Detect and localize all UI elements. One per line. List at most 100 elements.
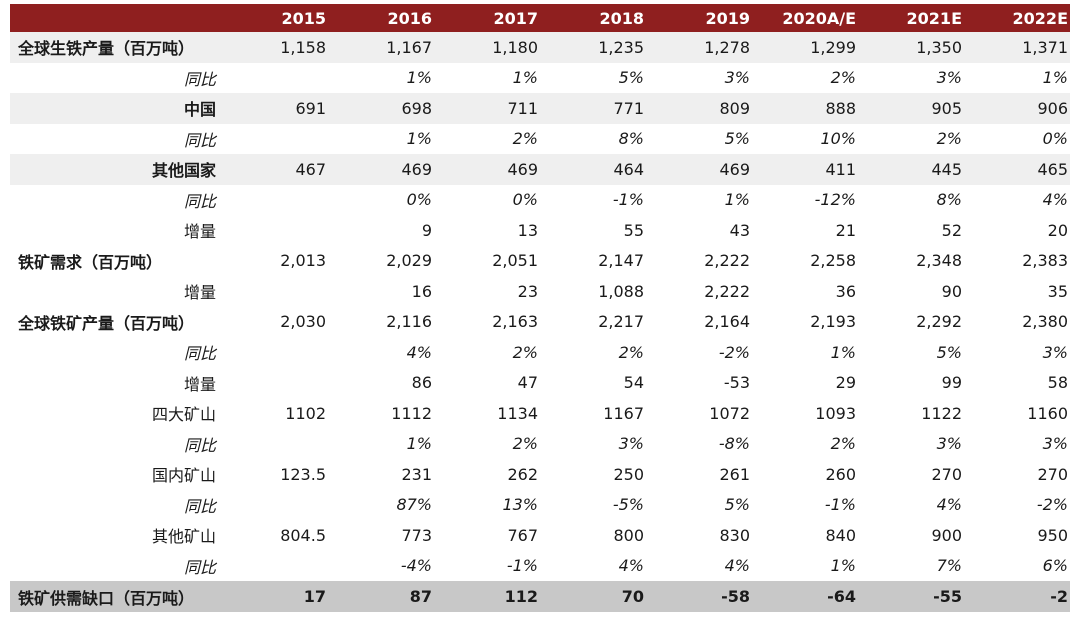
table-cell: 3%: [1042, 342, 1068, 362]
table-cell: 3%: [1042, 434, 1068, 454]
table-cell: 47: [517, 373, 538, 393]
iron-ore-supply-demand-table: 2015 2016 2017 2018 2019 2020A/E 2021E 2…: [10, 4, 1070, 612]
table-cell: 900: [931, 525, 962, 545]
header-year: 2018: [540, 4, 646, 32]
header-year: 2017: [434, 4, 540, 32]
row-label: 其他国家: [10, 154, 222, 185]
table-cell: 3%: [936, 434, 962, 454]
table-cell: 1%: [1042, 68, 1068, 88]
row-label: 同比: [183, 344, 216, 364]
table-cell: 1160: [1027, 403, 1068, 423]
table-cell: 123.5: [280, 464, 326, 484]
row-label: 全球铁矿产量（百万吨）: [18, 313, 195, 333]
table-cell: 52: [941, 220, 962, 240]
table-cell: 906: [964, 93, 1070, 124]
table-cell: 2,383: [1022, 251, 1068, 271]
table-cell: 2,217: [598, 312, 644, 332]
table-cell: 2%: [512, 434, 538, 454]
table-cell: 809: [646, 93, 752, 124]
table-cell: -1%: [612, 190, 644, 210]
table-cell: 469: [328, 154, 434, 185]
table-cell: 2,258: [810, 251, 856, 271]
table-cell: 5%: [724, 495, 750, 515]
table-cell: [222, 368, 328, 399]
table-row: 同比 0% 0% -1% 1% -12% 8% 4%: [10, 185, 1070, 216]
table-cell: 1%: [830, 556, 856, 576]
table-cell: 467: [222, 154, 328, 185]
table-cell: 87%: [396, 495, 432, 515]
table-cell: 2%: [936, 129, 962, 149]
table-cell: 36: [835, 281, 856, 301]
table-cell: 1,167: [328, 32, 434, 63]
table-cell: 1112: [391, 403, 432, 423]
table-cell: 5%: [618, 68, 644, 88]
table-cell: 1%: [724, 190, 750, 210]
table-cell: 1,158: [222, 32, 328, 63]
table-row: 全球生铁产量（百万吨） 1,158 1,167 1,180 1,235 1,27…: [10, 32, 1070, 63]
table-row: 同比 1% 2% 8% 5% 10% 2% 0%: [10, 124, 1070, 155]
table-cell: 830: [719, 525, 750, 545]
table-cell: 5%: [724, 129, 750, 149]
table-cell: 888: [752, 93, 858, 124]
table-cell: 2,163: [492, 312, 538, 332]
table-cell: 905: [858, 93, 964, 124]
table-cell: 0%: [512, 190, 538, 210]
row-label: 中国: [10, 93, 222, 124]
table-cell: 4%: [1042, 190, 1068, 210]
table-row: 其他国家 467 469 469 464 469 411 445 465: [10, 154, 1070, 185]
table-cell: -55: [858, 581, 964, 612]
table-cell: 4%: [724, 556, 750, 576]
table-cell: 231: [401, 464, 432, 484]
table-cell: 1102: [285, 403, 326, 423]
table-cell: [222, 215, 328, 246]
table-cell: 1072: [709, 403, 750, 423]
table-cell: 2%: [618, 342, 644, 362]
table-row: 同比 1% 1% 5% 3% 2% 3% 1%: [10, 63, 1070, 94]
header-row: 2015 2016 2017 2018 2019 2020A/E 2021E 2…: [10, 4, 1070, 32]
table-cell: 3%: [936, 68, 962, 88]
table-row: 国内矿山 123.5 231 262 250 261 260 270 270: [10, 459, 1070, 490]
table-cell: 445: [858, 154, 964, 185]
table-cell: 1,088: [598, 281, 644, 301]
table-cell: 86: [411, 373, 432, 393]
table-cell: 2,222: [704, 281, 750, 301]
table-cell: 54: [623, 373, 644, 393]
table-cell: 2%: [512, 342, 538, 362]
table-cell: 90: [941, 281, 962, 301]
row-label: 国内矿山: [151, 466, 216, 486]
table-cell: 711: [434, 93, 540, 124]
table-cell: 950: [1037, 525, 1068, 545]
table-cell: [222, 276, 328, 307]
table-cell: 7%: [936, 556, 962, 576]
table-cell: 13: [517, 220, 538, 240]
table-row: 同比 87% 13% -5% 5% -1% 4% -2%: [10, 490, 1070, 521]
row-label: 铁矿需求（百万吨）: [18, 252, 163, 272]
table-cell: 260: [825, 464, 856, 484]
table-cell: 13%: [502, 495, 538, 515]
table-cell: -1%: [824, 495, 856, 515]
table-cell: 2,116: [386, 312, 432, 332]
table-cell: 2,380: [1022, 312, 1068, 332]
table-cell: 771: [540, 93, 646, 124]
table-cell: 23: [517, 281, 538, 301]
header-year: 2019: [646, 4, 752, 32]
table-cell: 5%: [936, 342, 962, 362]
table-row: 其他矿山 804.5 773 767 800 830 840 900 950: [10, 520, 1070, 551]
table-cell: 87: [328, 581, 434, 612]
table-cell: 698: [328, 93, 434, 124]
table-cell: 6%: [1042, 556, 1068, 576]
table-cell: 469: [646, 154, 752, 185]
table-cell: 112: [434, 581, 540, 612]
table-cell: 1,278: [646, 32, 752, 63]
table-cell: 261: [719, 464, 750, 484]
table-cell: 411: [752, 154, 858, 185]
table-cell: 2%: [830, 434, 856, 454]
table-cell: 0%: [1042, 129, 1068, 149]
table-row: 铁矿需求（百万吨） 2,013 2,029 2,051 2,147 2,222 …: [10, 246, 1070, 277]
table-cell: 20: [1047, 220, 1068, 240]
table-cell: 4%: [618, 556, 644, 576]
table-row: 同比 -4% -1% 4% 4% 1% 7% 6%: [10, 551, 1070, 582]
table-cell: 2%: [830, 68, 856, 88]
table-cell: 9: [421, 220, 432, 240]
